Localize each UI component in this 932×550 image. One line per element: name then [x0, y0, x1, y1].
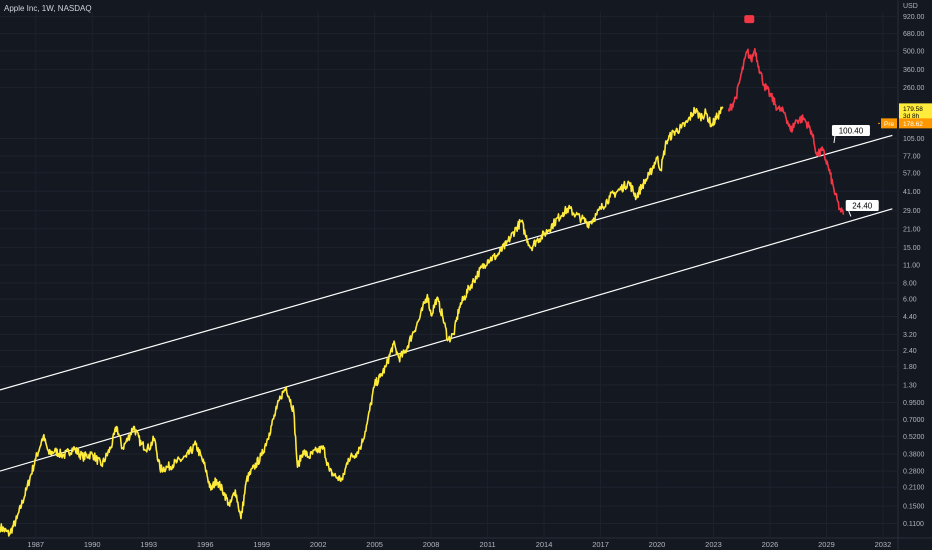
chart-title: Apple Inc, 1W, NASDAQ	[4, 4, 92, 13]
x-tick-label: 2005	[366, 540, 383, 549]
y-tick-label: 360.00	[903, 67, 925, 74]
y-tick-label: 0.7000	[903, 417, 925, 424]
y-tick-label: 0.2800	[903, 469, 925, 476]
y-tick-label: 21.00	[903, 226, 921, 233]
x-tick-label: 1987	[27, 540, 44, 549]
y-tick-label: 0.9500	[903, 400, 925, 407]
x-tick-label: 2023	[705, 540, 722, 549]
y-tick-label: 29.00	[903, 208, 921, 215]
trend-line	[0, 134, 893, 391]
y-tick-label: 57.00	[903, 170, 921, 177]
time-axis: 1987 1990 1993 1996 1999 2002 2005 2008 2011 2014…	[27, 540, 891, 549]
trend-label: 24.40	[852, 202, 873, 211]
series-line-historical	[0, 106, 724, 537]
y-tick-label: 11.00	[903, 263, 920, 270]
currency-label: USD	[903, 3, 918, 10]
trend-label: 100.40	[839, 126, 864, 135]
y-tick-label: 6.00	[903, 297, 917, 304]
y-tick-label: 2.40	[903, 348, 917, 355]
last-price-countdown: 3d 8h	[903, 113, 920, 120]
y-tick-label: 0.3800	[903, 451, 925, 458]
x-tick-label: 1996	[197, 540, 214, 549]
trend-label-box	[831, 124, 870, 136]
y-tick-label: 77.00	[903, 153, 921, 160]
last-price-tag	[899, 103, 932, 120]
y-tick-label: 15.00	[903, 245, 921, 252]
pre-market-label: Pre	[884, 121, 895, 128]
y-tick-label: 1.30	[903, 382, 917, 389]
trend-label-pointer	[848, 210, 852, 217]
y-tick-label: 0.1100	[903, 521, 924, 528]
pre-market-badge	[881, 118, 897, 129]
x-tick-label: 2029	[818, 540, 835, 549]
x-tick-label: 1990	[84, 540, 101, 549]
last-price-value: 179.58	[903, 106, 923, 113]
projection-marker	[744, 15, 755, 24]
series-line-projection	[727, 47, 845, 215]
y-tick-label: 1.80	[903, 364, 917, 371]
trend-channel: 100.40 24.40	[0, 124, 893, 472]
pre-market-price-value: 178.62	[903, 121, 923, 128]
x-tick-label: 2011	[480, 540, 496, 549]
x-tick-label: 2014	[536, 540, 553, 549]
y-tick-label: 500.00	[903, 48, 925, 55]
x-tick-label: 2008	[423, 540, 440, 549]
y-tick-label: 41.00	[903, 189, 921, 196]
y-tick-label: 8.00	[903, 280, 917, 287]
pre-market-price-tag	[899, 118, 932, 129]
x-tick-label: 2032	[875, 540, 892, 549]
y-tick-label: 680.00	[903, 31, 925, 38]
x-tick-label: 2017	[592, 540, 609, 549]
trend-label-box	[845, 200, 879, 212]
y-tick-label: 260.00	[903, 85, 925, 92]
x-tick-label: 1993	[140, 540, 157, 549]
y-tick-label: 105.00	[903, 136, 925, 143]
x-tick-label: 2026	[762, 540, 779, 549]
x-tick-label: 2002	[310, 540, 327, 549]
y-tick-label: 0.2100	[903, 485, 925, 492]
x-tick-label: 1999	[253, 540, 270, 549]
y-tick-label: 0.1500	[903, 504, 925, 511]
y-tick-label: 0.5200	[903, 434, 925, 441]
y-tick-label: 3.20	[903, 332, 917, 339]
x-tick-label: 2020	[649, 540, 666, 549]
price-lines	[0, 15, 845, 537]
y-tick-label: 4.40	[903, 314, 917, 321]
trend-label-pointer	[833, 135, 836, 143]
y-tick-label: 920.00	[903, 14, 925, 21]
trend-line	[0, 208, 893, 472]
price-axis: 920.00 680.00 500.00 360.00 260.00 105.00 77.0…	[903, 14, 925, 528]
